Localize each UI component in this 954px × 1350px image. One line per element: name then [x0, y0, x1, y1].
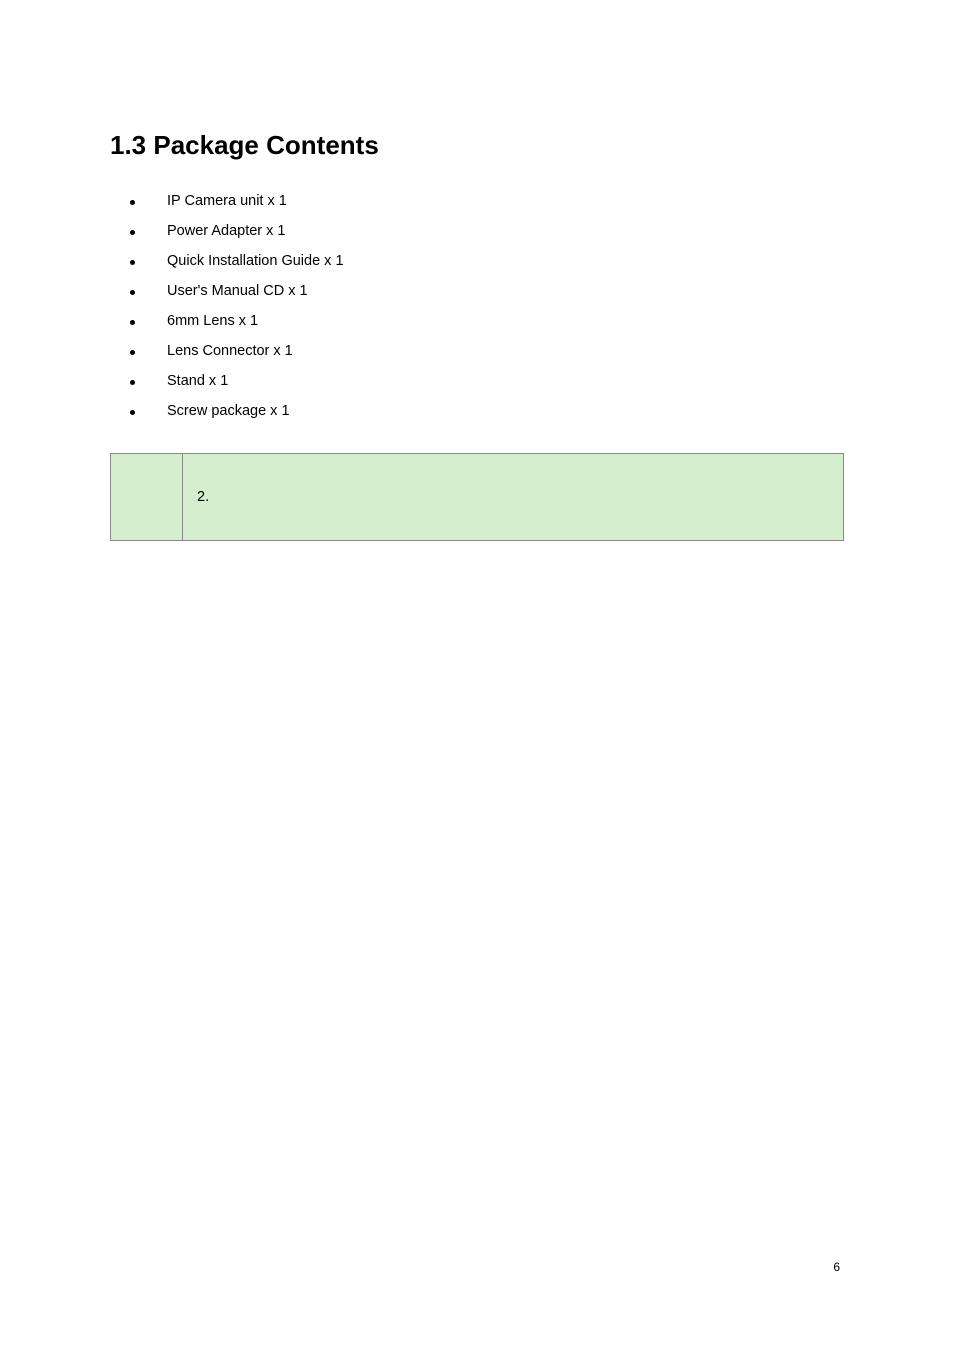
list-item-text: Lens Connector x 1: [167, 343, 293, 359]
list-item: User's Manual CD x 1: [110, 283, 844, 299]
list-item: Quick Installation Guide x 1: [110, 253, 844, 269]
section-heading: 1.3 Package Contents: [110, 130, 844, 161]
bullet-icon: [130, 290, 135, 295]
bullet-icon: [130, 410, 135, 415]
note-box-right-cell: 2.: [183, 454, 843, 540]
list-item-text: Stand x 1: [167, 373, 228, 389]
note-box: 2.: [110, 453, 844, 541]
list-item: 6mm Lens x 1: [110, 313, 844, 329]
list-item: Power Adapter x 1: [110, 223, 844, 239]
bullet-icon: [130, 260, 135, 265]
list-item: IP Camera unit x 1: [110, 193, 844, 209]
bullet-icon: [130, 200, 135, 205]
list-item-text: IP Camera unit x 1: [167, 193, 287, 209]
package-contents-list: IP Camera unit x 1 Power Adapter x 1 Qui…: [110, 193, 844, 419]
list-item-text: User's Manual CD x 1: [167, 283, 308, 299]
note-text: 2.: [197, 489, 209, 505]
list-item-text: Screw package x 1: [167, 403, 290, 419]
list-item-text: Quick Installation Guide x 1: [167, 253, 344, 269]
list-item: Screw package x 1: [110, 403, 844, 419]
note-box-left-cell: [111, 454, 183, 540]
list-item-text: Power Adapter x 1: [167, 223, 286, 239]
bullet-icon: [130, 350, 135, 355]
bullet-icon: [130, 380, 135, 385]
list-item: Lens Connector x 1: [110, 343, 844, 359]
list-item: Stand x 1: [110, 373, 844, 389]
bullet-icon: [130, 320, 135, 325]
page-number: 6: [833, 1260, 840, 1274]
list-item-text: 6mm Lens x 1: [167, 313, 258, 329]
bullet-icon: [130, 230, 135, 235]
